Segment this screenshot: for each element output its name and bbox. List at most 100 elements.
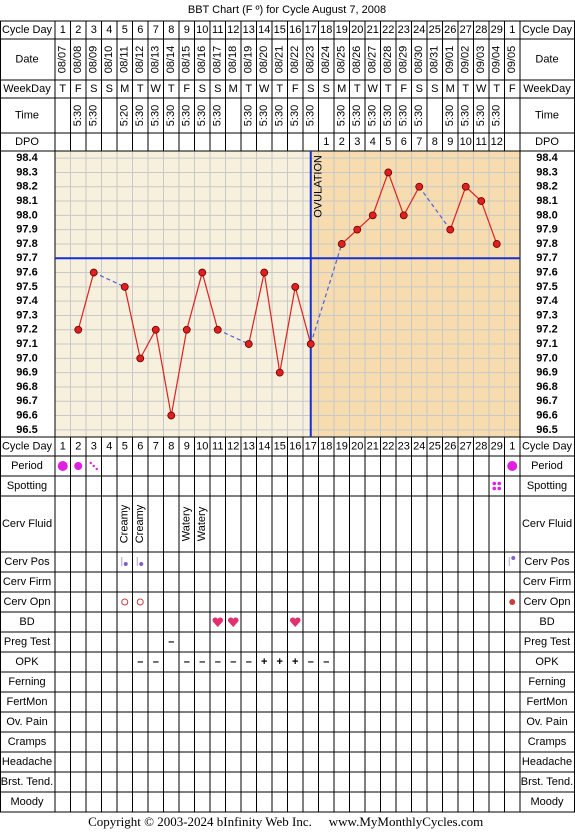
y-tick-label-right: 98.4 [536, 152, 558, 164]
site-url[interactable]: www.MyMonthlyCycles.com [329, 814, 483, 829]
dpo: 2 [339, 136, 345, 148]
y-tick-label: 97.1 [16, 338, 37, 350]
cycle-day: 24 [413, 440, 425, 452]
cycle-day: 7 [153, 440, 159, 452]
date: 08/25 [336, 46, 348, 74]
row-label-right: Cramps [528, 736, 567, 748]
y-tick-label-right: 98.0 [536, 209, 557, 221]
time: 5:30 [460, 105, 472, 126]
temp-point [74, 325, 83, 334]
cycle-day: 22 [382, 440, 394, 452]
row-label-right: FertMon [527, 696, 568, 708]
period-icon [74, 462, 83, 470]
cerv-pos-icon [139, 562, 144, 566]
temp-gap-line [217, 329, 250, 345]
cycle-day: 17 [305, 440, 317, 452]
weekday: S [323, 83, 330, 95]
temp-line [387, 172, 405, 216]
row-label-right: Cerv Fluid [522, 518, 572, 530]
row-label: BD [19, 616, 34, 628]
y-tick-label: 97.7 [16, 252, 37, 264]
cycle-day: 3 [91, 24, 97, 36]
temp-point [337, 240, 346, 248]
y-tick-label: 98.4 [16, 152, 38, 164]
cycle-day: 12 [227, 24, 239, 36]
weekday: T [245, 83, 252, 95]
y-tick-label-right: 96.8 [536, 381, 557, 393]
dpo: 4 [370, 136, 376, 148]
row-label: OPK [15, 656, 39, 668]
symbol: – [308, 656, 314, 668]
cycle-day: 20 [351, 24, 363, 36]
cycle-day: 13 [243, 24, 255, 36]
temp-point [167, 411, 176, 420]
temp-point [198, 268, 207, 277]
weekday: S [307, 83, 314, 95]
row-label-right: Moody [530, 796, 564, 808]
weekday: T [354, 83, 361, 95]
row-label: Preg Test [4, 636, 50, 648]
row-label-right: OPK [535, 656, 559, 668]
cycle-day: 5 [122, 440, 128, 452]
cerv-opn-icon [136, 598, 144, 606]
cycle-day: 28 [475, 24, 487, 36]
period-light-icon [92, 464, 95, 468]
bd-heart [212, 617, 224, 627]
date: 08/23 [305, 46, 317, 74]
time: 5:30 [88, 105, 100, 126]
date: 09/02 [460, 46, 472, 74]
row-label: Time [15, 109, 39, 121]
cycle-day: 14 [258, 440, 270, 452]
date: 08/21 [274, 46, 286, 74]
date: 08/18 [227, 46, 239, 74]
temp-point [136, 354, 145, 363]
y-tick-label: 96.6 [16, 409, 37, 421]
date: 08/13 [150, 46, 162, 74]
y-tick-label-right: 97.4 [536, 295, 558, 307]
cycle-day: 6 [137, 440, 143, 452]
y-tick-label: 97.3 [16, 309, 37, 321]
luteal-shade [310, 151, 520, 437]
y-tick-label: 97.4 [16, 295, 38, 307]
weekday: T [168, 83, 175, 95]
time: 5:30 [491, 105, 503, 126]
cycle-day: 19 [336, 24, 348, 36]
time: 5:30 [165, 105, 177, 126]
temp-line [186, 272, 203, 330]
row-label: Period [11, 460, 43, 472]
y-tick-label: 97.2 [16, 324, 37, 336]
cycle-day: 12 [227, 440, 239, 452]
symbol: – [246, 656, 252, 668]
cycle-day: 21 [367, 440, 379, 452]
temp-line [294, 286, 312, 345]
y-tick-label: 98.2 [16, 181, 37, 193]
temp-line [449, 186, 467, 230]
dpo: 9 [447, 136, 453, 148]
cycle-day: 1 [60, 440, 66, 452]
cycle-day: 26 [444, 440, 456, 452]
row-label-right: Cerv Pos [524, 556, 570, 568]
date: 08/31 [429, 46, 441, 74]
cycle-day: 23 [398, 440, 410, 452]
cycle-day: 11 [212, 24, 223, 36]
weekday: T [276, 83, 283, 95]
row-label-right: WeekDay [523, 83, 571, 95]
temp-point [213, 325, 222, 334]
row-label: Date [15, 53, 38, 65]
y-tick-label: 96.9 [16, 367, 37, 379]
date: 08/16 [196, 46, 208, 74]
time: 5:30 [274, 105, 286, 126]
temp-point [120, 282, 129, 291]
cerv-pos-icon [123, 562, 128, 566]
temp-gap-line [418, 186, 451, 231]
cycle-day: 9 [184, 24, 190, 36]
copyright: Copyright © 2003-2024 bInfinity Web Inc. [88, 814, 312, 829]
temp-point [461, 182, 470, 191]
date: 08/20 [258, 46, 270, 74]
row-label-right: Cerv Firm [523, 576, 571, 588]
time: 5:30 [398, 105, 410, 126]
y-tick-label: 97.9 [16, 224, 37, 236]
temp-point [244, 340, 253, 348]
cycle-day: 2 [75, 24, 81, 36]
